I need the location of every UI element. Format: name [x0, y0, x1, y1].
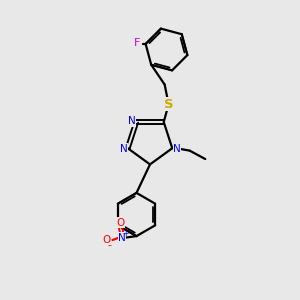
- Text: N: N: [118, 232, 126, 243]
- Text: S: S: [164, 98, 174, 111]
- Text: N: N: [173, 144, 181, 154]
- Text: O: O: [102, 235, 111, 245]
- Text: O: O: [116, 218, 125, 228]
- Text: -: -: [107, 240, 112, 250]
- Text: N: N: [120, 144, 128, 154]
- Text: N: N: [128, 116, 136, 127]
- Text: +: +: [122, 229, 129, 238]
- Text: F: F: [134, 38, 140, 48]
